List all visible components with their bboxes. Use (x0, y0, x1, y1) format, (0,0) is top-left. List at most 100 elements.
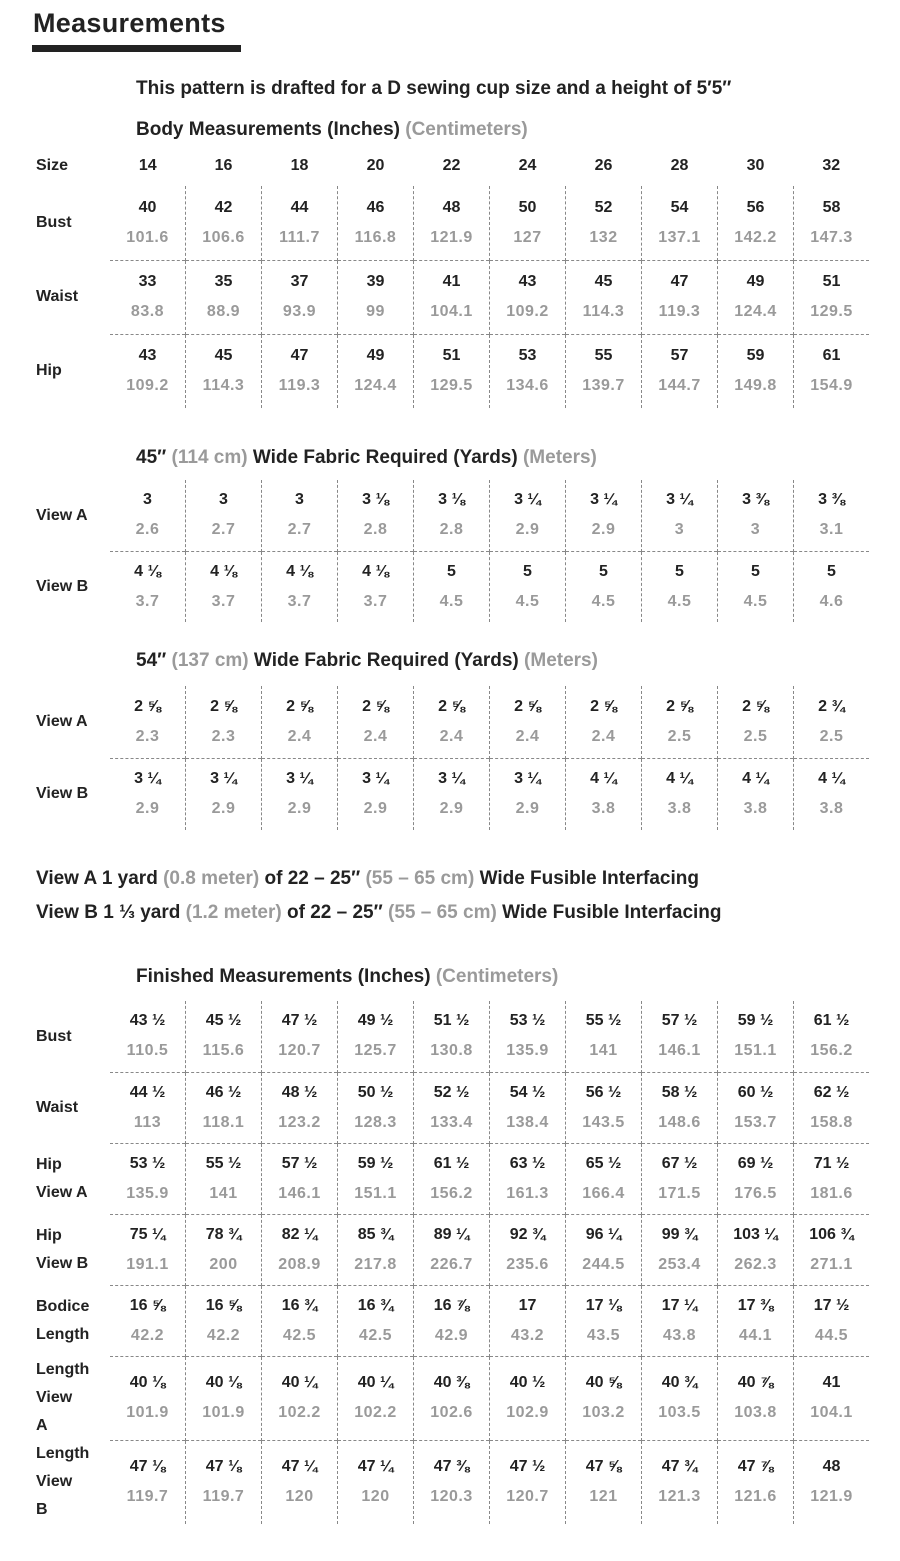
table-cell: 47 ⅞ 121.6 (717, 1439, 794, 1524)
value-cm: 3.7 (135, 592, 160, 610)
value-inches: 2 ⅝ (134, 697, 161, 715)
table-cell: 16 ¾ 42.5 (337, 1284, 414, 1356)
table-cell: 2 ⅝ 2.4 (413, 686, 490, 758)
table-cell: 17 ⅛ 43.5 (565, 1284, 642, 1356)
value-cm: 153.7 (734, 1113, 777, 1131)
value-inches: 47 ⅜ (433, 1458, 470, 1476)
table-cell: 41 104.1 (413, 259, 490, 334)
finished-heading: Finished Measurements (Inches) (Centimet… (136, 966, 558, 988)
table-cell: 3 ¼ 2.9 (489, 757, 566, 830)
table-cell: 5 4.6 (793, 550, 869, 622)
value-cm: 4.6 (819, 592, 844, 610)
value-cm: 104.1 (430, 303, 473, 320)
table-cell: 47 ½ 120.7 (261, 1001, 338, 1072)
value-inches: 3 ¼ (362, 770, 389, 788)
value-inches: 99 ¾ (661, 1225, 698, 1243)
size-header: 22 (442, 157, 461, 174)
value-inches: 51 (442, 347, 461, 365)
value-inches: 44 ½ (129, 1083, 166, 1101)
value-cm: 121 (589, 1488, 618, 1506)
fabric-width: 54″ (136, 650, 167, 671)
interfacing-line-b: View B 1 ⅓ yard (1.2 meter) of 22 – 25″ … (36, 902, 722, 924)
table-cell: 43 ½ 110.5 (110, 1001, 186, 1072)
table-cell: 17 ½ 44.5 (793, 1284, 869, 1356)
table-cell: 82 ¼ 208.9 (261, 1213, 338, 1285)
value-inches: 47 ⅞ (737, 1458, 774, 1476)
value-cm: 113 (133, 1113, 162, 1131)
value-cm: 135.9 (126, 1184, 169, 1202)
value-inches: 40 ⅞ (737, 1374, 774, 1391)
row-label: View A (0, 480, 110, 551)
table-cell: 3 ¼ 2.9 (110, 757, 186, 830)
value-inches: 57 ½ (281, 1154, 318, 1172)
value-cm: 226.7 (430, 1255, 473, 1273)
value-cm: 42.9 (434, 1326, 469, 1344)
value-cm: 118.1 (202, 1113, 245, 1131)
value-inches: 4 ⅛ (286, 562, 313, 580)
row-label: View B (0, 758, 110, 830)
table-cell: 2 ⅝ 2.5 (641, 686, 718, 758)
value-cm: 134.6 (506, 377, 549, 395)
value-inches: 3 ¼ (210, 770, 237, 788)
table-cell: 49 124.4 (337, 333, 414, 408)
value-cm: 102.6 (430, 1404, 473, 1421)
value-inches: 4 ¼ (818, 770, 845, 788)
value-inches: 17 ⅛ (585, 1296, 622, 1314)
table-cell: 2 ⅝ 2.4 (489, 686, 566, 758)
table-cell: 61 ½ 156.2 (413, 1142, 490, 1214)
value-inches: 33 (138, 273, 157, 290)
table-cell: 57 ½ 146.1 (641, 1001, 718, 1072)
value-cm: 127 (513, 228, 542, 246)
table-cell: 4 ⅛ 3.7 (337, 550, 414, 622)
value-inches: 48 ½ (281, 1083, 318, 1101)
table-cell: 50 127 (489, 186, 566, 260)
value-cm: 2.6 (135, 521, 160, 539)
value-inches: 39 (366, 273, 385, 290)
value-inches: 4 ¼ (590, 770, 617, 788)
value-cm: 102.2 (278, 1404, 321, 1421)
value-inches: 43 ½ (129, 1012, 166, 1030)
interfacing-amount-metric: (0.8 meter) (163, 868, 260, 889)
fabric-heading-text: Wide Fabric Required (Yards) (253, 650, 519, 671)
value-cm: 147.3 (810, 228, 853, 246)
value-inches: 103 ¼ (733, 1225, 778, 1243)
value-cm: 128.3 (354, 1113, 397, 1131)
table-cell: 52 132 (565, 186, 642, 260)
value-cm: 3.8 (743, 800, 768, 818)
table-row: Hip 43 109.2 45 114.3 47 119.3 49 124.4 51 129.5 53… (0, 333, 869, 408)
row-label: Waist (0, 1072, 110, 1143)
fabric-width-cm: (137 cm) (171, 650, 249, 671)
value-cm: 2.7 (211, 521, 236, 539)
value-cm: 176.5 (734, 1184, 777, 1202)
size-header: 26 (594, 157, 613, 174)
table-cell: 47 ⅛ 119.7 (185, 1439, 262, 1524)
value-cm: 114.3 (582, 303, 625, 320)
value-cm: 2.4 (363, 727, 388, 745)
row-label: Hip View B (0, 1214, 110, 1285)
value-inches: 49 (746, 273, 765, 290)
table-cell: 50 ½ 128.3 (337, 1071, 414, 1143)
row-label-line: Waist (36, 1098, 79, 1116)
row-label-line: Bodice (36, 1297, 90, 1315)
value-cm: 149.8 (734, 377, 777, 395)
value-cm: 2.9 (363, 800, 388, 818)
table-cell: 53 ½ 135.9 (489, 1001, 566, 1072)
table-cell: 4 ¼ 3.8 (793, 757, 869, 830)
value-cm: 141 (209, 1184, 238, 1202)
value-inches: 52 ½ (433, 1083, 470, 1101)
table-cell: 53 ½ 135.9 (110, 1142, 186, 1214)
value-inches: 40 (138, 198, 157, 216)
value-cm: 83.8 (130, 303, 165, 320)
table-cell: 65 ½ 166.4 (565, 1142, 642, 1214)
value-inches: 49 ½ (357, 1012, 394, 1030)
value-inches: 55 (594, 347, 613, 365)
value-cm: 120 (285, 1488, 314, 1506)
finished-heading-main: Finished Measurements (Inches) (136, 966, 431, 987)
row-label-line: B (36, 1501, 48, 1518)
value-cm: 143.5 (582, 1113, 625, 1131)
row-label-line: Length (36, 1325, 90, 1343)
value-inches: 3 ¼ (438, 770, 465, 788)
value-cm: 124.4 (734, 303, 777, 320)
table-cell: 17 43.2 (489, 1284, 566, 1356)
